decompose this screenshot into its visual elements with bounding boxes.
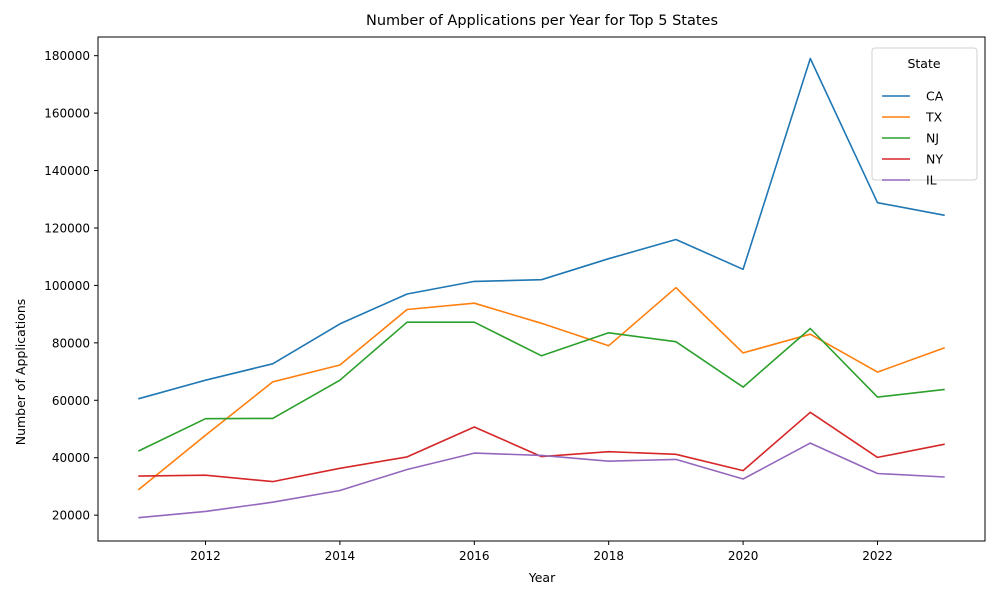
series-line-nj [137, 321, 945, 452]
plot-frame [97, 36, 986, 542]
y-tick-label: 100000 [44, 279, 90, 293]
legend-label-il: IL [926, 173, 937, 188]
legend-title: State [907, 56, 940, 71]
series-line-tx [137, 286, 945, 491]
y-axis-label: Number of Applications [13, 299, 28, 446]
legend: State CA TX NJ NY IL [871, 47, 978, 188]
legend-items: CA TX NJ NY IL [882, 89, 944, 188]
legend-label-nj: NJ [926, 131, 939, 146]
y-tick-label: 60000 [52, 394, 90, 408]
x-tick-label: 2016 [459, 549, 490, 563]
x-tick-label: 2022 [862, 549, 893, 563]
x-tick-label: 2014 [325, 549, 356, 563]
x-tick-label: 2018 [593, 549, 624, 563]
y-axis: 20000 40000 60000 80000 100000 120000 140000 16… [44, 49, 98, 523]
legend-label-ca: CA [926, 89, 944, 104]
x-axis-label: Year [528, 570, 556, 585]
y-tick-label: 80000 [52, 336, 90, 350]
legend-box [871, 47, 978, 181]
series-line-il [138, 442, 945, 519]
y-tick-label: 140000 [44, 164, 90, 178]
legend-label-ny: NY [926, 152, 943, 167]
plot-lines [137, 57, 945, 519]
series-line-ca [138, 57, 945, 400]
x-axis: 2012 2014 2016 2018 2020 2022 [190, 541, 893, 563]
y-tick-label: 40000 [52, 451, 90, 465]
y-tick-label: 160000 [44, 107, 90, 121]
x-tick-label: 2020 [728, 549, 759, 563]
chart-title: Number of Applications per Year for Top … [366, 13, 718, 29]
x-tick-label: 2012 [190, 549, 221, 563]
series-line-ny [138, 411, 945, 483]
legend-label-tx: TX [925, 110, 943, 125]
y-tick-label: 20000 [52, 509, 90, 523]
y-tick-label: 120000 [44, 221, 90, 235]
y-tick-label: 180000 [44, 49, 90, 63]
